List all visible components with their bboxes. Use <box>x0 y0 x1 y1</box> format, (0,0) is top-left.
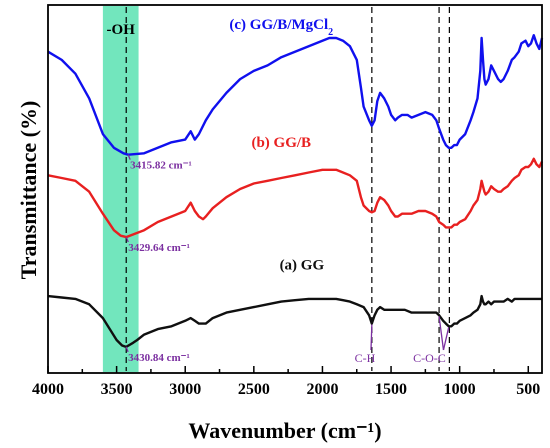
fg-pointer-0-0 <box>370 324 373 351</box>
x-axis: 4000 3500 3000 2500 2000 1500 1000 500 <box>32 366 540 398</box>
plot-area: -OH (c) GG/B/MgCl2 (b) GG/B (a) GG 3415.82… <box>47 4 544 374</box>
x-tick-label: 1500 <box>375 381 407 398</box>
x-tick-label: 1000 <box>444 381 476 398</box>
series-line-2 <box>47 294 542 349</box>
reference-lines <box>125 7 450 371</box>
series-label-2: (a) GG <box>280 258 325 274</box>
oh-band-label: -OH <box>107 22 136 38</box>
series-labels: (c) GG/B/MgCl2 (b) GG/B (a) GG <box>229 17 333 273</box>
peak-pointer-0 <box>127 154 131 160</box>
peak-annotations: 3415.82 cm⁻¹ 3429.64 cm⁻¹ 3430.84 cm⁻¹ <box>125 154 192 364</box>
series-label-0: (c) GG/B/MgCl2 <box>229 17 333 38</box>
peak-pointer-2 <box>125 346 129 353</box>
plot-frame <box>47 4 543 374</box>
series-label-1: (b) GG/B <box>251 135 311 151</box>
x-tick-label: 3500 <box>101 381 133 398</box>
x-tick-label: 500 <box>516 381 540 398</box>
y-axis-title: Transmittance (%) <box>16 101 41 280</box>
peak-label-1: 3429.64 cm⁻¹ <box>128 242 190 254</box>
x-tick-label: 2000 <box>306 381 338 398</box>
series-line-0 <box>47 34 544 156</box>
fg-pointer-1-1 <box>442 327 450 351</box>
fg-pointer-1-0 <box>438 316 445 351</box>
functional-group-annotations: C-H C-O-C <box>355 316 450 365</box>
series-line-1 <box>47 157 544 239</box>
fg-label-0: C-H <box>355 351 376 365</box>
peak-pointer-1 <box>125 236 129 243</box>
peak-label-0: 3415.82 cm⁻¹ <box>130 160 192 172</box>
series-group <box>47 34 544 349</box>
fg-label-1: C-O-C <box>413 351 446 365</box>
x-tick-label: 2500 <box>238 381 270 398</box>
peak-label-2: 3430.84 cm⁻¹ <box>128 352 190 364</box>
x-tick-label: 4000 <box>32 381 64 398</box>
oh-band <box>102 6 139 372</box>
x-tick-label: 3000 <box>169 381 201 398</box>
x-axis-title: Wavenumber (cm⁻¹) <box>188 418 381 443</box>
